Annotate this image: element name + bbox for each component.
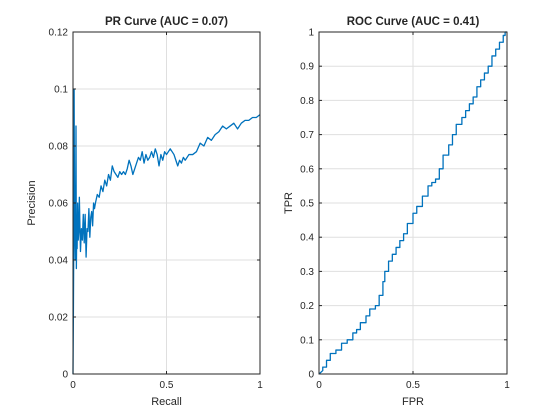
roc-title: ROC Curve (AUC = 0.41) — [347, 16, 480, 28]
roc-x-axis-label: FPR — [402, 396, 424, 408]
roc-y-tick-label-6: 0.6 — [300, 164, 314, 175]
roc-y-tick-label-5: 0.5 — [300, 199, 314, 210]
pr-series-layer — [72, 88, 261, 375]
pr-y-tick-label-0: 0 — [62, 370, 68, 381]
roc-tick-layer: 0 0.5 1 0 0.1 0.2 0.3 0.4 0.5 0.6 0.7 0.8 0.9 1 — [300, 28, 510, 392]
pr-x-tick-label-1: 0.5 — [160, 380, 174, 391]
roc-y-tick-label-1: 0.1 — [300, 335, 314, 346]
pr-y-tick-label-1: 0.02 — [49, 313, 69, 324]
pr-x-tick-label-2: 1 — [257, 380, 263, 391]
pr-y-tick-label-6: 0.12 — [49, 28, 69, 39]
pr-y-axis-label: Precision — [26, 180, 38, 225]
pr-y-tick-label-3: 0.06 — [49, 199, 69, 210]
pr-y-tick-label-4: 0.08 — [49, 142, 69, 153]
roc-y-tick-label-0: 0 — [308, 370, 314, 381]
roc-series-layer — [318, 31, 507, 375]
roc-x-tick-label-2: 1 — [504, 380, 510, 391]
pr-grid — [73, 32, 260, 374]
roc-y-tick-label-4: 0.4 — [300, 233, 314, 244]
pr-y-tick-label-5: 0.1 — [54, 85, 68, 96]
roc-y-tick-label-2: 0.2 — [300, 301, 314, 312]
roc-y-tick-label-10: 1 — [308, 28, 314, 39]
roc-y-tick-label-7: 0.7 — [300, 130, 314, 141]
pr-tick-layer: 0 0.5 1 0 0.02 0.04 0.06 0.08 0.1 0.12 — [49, 28, 264, 392]
pr-x-axis-label: Recall — [151, 396, 182, 408]
pr-curve-panel: 0 0.5 1 0 0.02 0.04 0.06 0.08 0.1 0.12 PR Curve (… — [26, 16, 263, 408]
pr-y-tick-label-2: 0.04 — [49, 256, 69, 267]
pr-title: PR Curve (AUC = 0.07) — [105, 16, 228, 28]
roc-y-tick-label-9: 0.9 — [300, 62, 314, 73]
roc-x-tick-label-0: 0 — [316, 380, 322, 391]
roc-x-tick-label-1: 0.5 — [406, 380, 420, 391]
roc-curve-panel: 0 0.5 1 0 0.1 0.2 0.3 0.4 0.5 0.6 0.7 0.8 0.9 1 ROC C… — [283, 16, 510, 408]
roc-y-tick-label-8: 0.8 — [300, 96, 314, 107]
roc-series-line-0 — [318, 31, 507, 375]
roc-y-axis-label: TPR — [283, 192, 295, 214]
roc-y-tick-label-3: 0.3 — [300, 267, 314, 278]
pr-series-line-0 — [72, 88, 261, 375]
pr-x-tick-label-0: 0 — [70, 380, 76, 391]
